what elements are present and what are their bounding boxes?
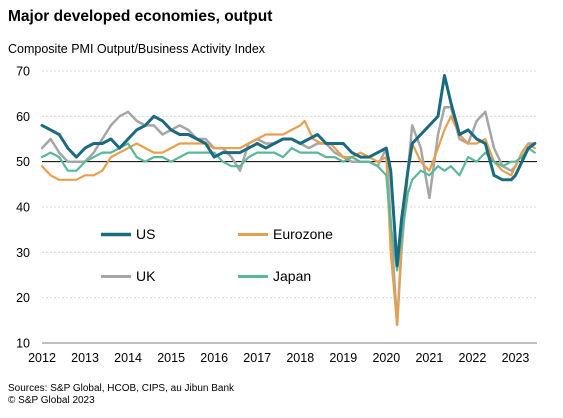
x-tick-label: 2012 xyxy=(28,351,56,365)
y-tick-label: 20 xyxy=(16,291,30,305)
x-tick-label: 2019 xyxy=(329,351,357,365)
y-axis-tick-labels: 10 20 30 40 50 60 70 xyxy=(16,65,30,351)
series-line-eurozone xyxy=(40,115,536,326)
x-axis-tick-labels: 2012 2013 2014 2015 2016 2017 2018 2019 2020 2021… xyxy=(28,351,529,365)
x-tick-label: 2022 xyxy=(459,351,487,365)
series-lines xyxy=(40,74,537,327)
y-tick-label: 30 xyxy=(16,246,30,260)
x-tick-label: 2013 xyxy=(71,351,99,365)
sources-note: Sources: S&P Global, HCOB, CIPS, au Jibu… xyxy=(8,383,235,394)
copyright-note: © S&P Global 2023 xyxy=(8,395,95,406)
x-tick-label: 2016 xyxy=(200,351,228,365)
legend-label-us: US xyxy=(136,226,155,242)
chart-subtitle: Composite PMI Output/Business Activity I… xyxy=(8,42,266,56)
legend: US Eurozone UK Japan xyxy=(101,226,333,284)
y-tick-label: 60 xyxy=(16,110,30,124)
x-tick-label: 2020 xyxy=(372,351,400,365)
y-tick-label: 70 xyxy=(16,65,30,79)
legend-label-japan: Japan xyxy=(273,268,311,284)
y-tick-label: 10 xyxy=(16,337,30,351)
x-tick-label: 2018 xyxy=(286,351,314,365)
y-tick-label: 40 xyxy=(16,201,30,215)
y-tick-label: 50 xyxy=(16,155,30,169)
x-tick-label: 2021 xyxy=(415,351,443,365)
chart-title: Major developed economies, output xyxy=(8,8,273,25)
series-line-us xyxy=(40,74,537,268)
gridlines xyxy=(42,70,537,344)
x-tick-label: 2023 xyxy=(502,351,530,365)
x-tick-label: 2017 xyxy=(243,351,271,365)
legend-label-eurozone: Eurozone xyxy=(273,226,333,242)
legend-label-uk: UK xyxy=(136,268,156,284)
x-tick-label: 2015 xyxy=(157,351,185,365)
x-tick-label: 2014 xyxy=(114,351,142,365)
series-line-japan xyxy=(40,142,536,272)
